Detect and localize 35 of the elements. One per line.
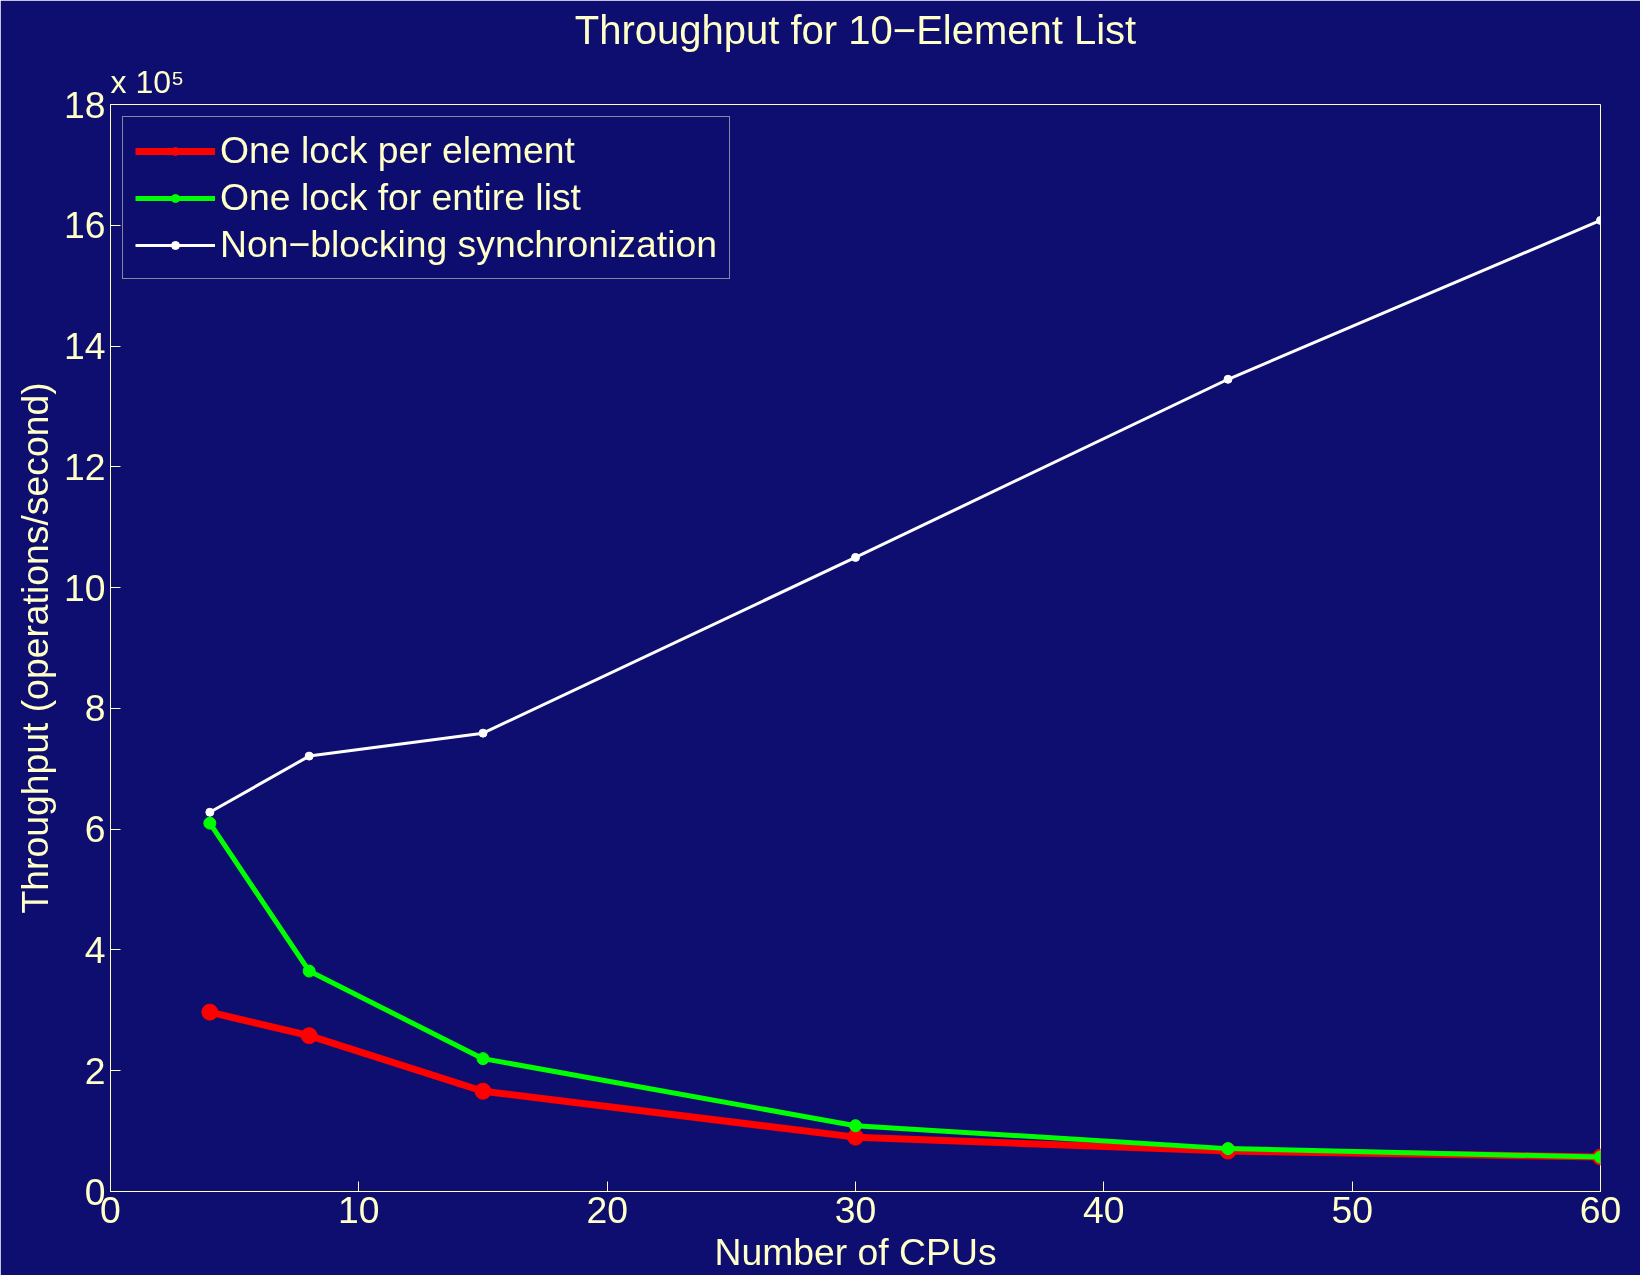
x-tick-label: 40 [1083, 1188, 1125, 1231]
x-tick-label: 30 [834, 1188, 877, 1231]
x-tick-label: 10 [338, 1188, 380, 1231]
legend-label: Non−blocking synchronization [220, 223, 717, 266]
point [1223, 374, 1233, 384]
legend-label: One lock per element [220, 129, 575, 172]
y-tick-label: 6 [84, 808, 106, 851]
point [476, 1052, 490, 1066]
x-tick-label: 20 [586, 1188, 628, 1231]
y-tick-label: 12 [63, 445, 106, 488]
y-tick-label: 16 [63, 204, 106, 247]
point [478, 728, 488, 738]
y-tick-label: 18 [63, 83, 106, 126]
x-axis-title: Number of CPUs [714, 1230, 997, 1273]
text: x 10⁵ [110, 63, 185, 100]
legend-label: One lock for entire list [220, 176, 581, 219]
point [201, 1003, 219, 1021]
point [302, 964, 316, 978]
y-tick-label: 2 [84, 1049, 106, 1092]
y-axis-title: Throughput (operations/second) [13, 382, 56, 914]
x-tick-label: 60 [1579, 1188, 1622, 1231]
y-tick-label: 14 [63, 325, 106, 368]
y-tick-label: 4 [84, 928, 106, 971]
chart-title: Throughput for 10−Element List [574, 7, 1137, 52]
point [203, 816, 217, 830]
y-tick-label: 8 [84, 687, 106, 730]
x-tick-label: 50 [1331, 1188, 1373, 1231]
point [474, 1082, 492, 1100]
point [205, 807, 215, 817]
point [851, 552, 860, 562]
point [300, 1027, 318, 1045]
point [1221, 1142, 1235, 1156]
point [849, 1119, 862, 1133]
point [304, 751, 314, 761]
y-tick-label: 10 [63, 566, 106, 609]
